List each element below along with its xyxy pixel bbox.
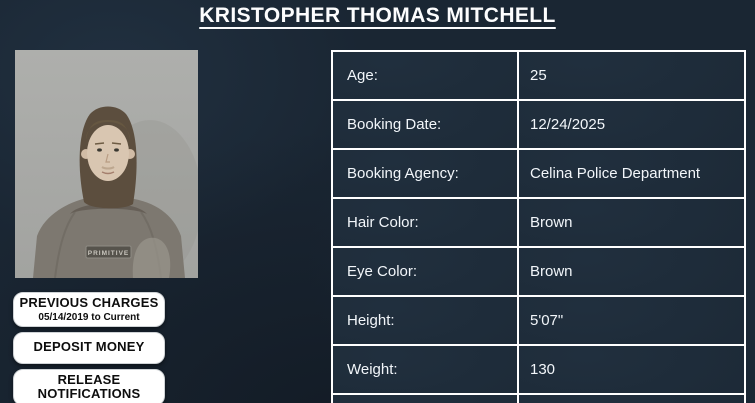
mugshot-photo: PRIMITIVE (15, 50, 198, 278)
mustache (101, 166, 115, 170)
inmate-name-title: KRISTOPHER THOMAS MITCHELL (199, 4, 556, 27)
deposit-money-label: DEPOSIT MONEY (33, 339, 145, 355)
detail-value-booking-date: 12/24/2025 (519, 101, 744, 148)
previous-charges-label: PREVIOUS CHARGES (19, 295, 159, 310)
detail-label-weight: Weight: (333, 346, 517, 393)
details-table: Age: 25 Booking Date: 12/24/2025 Booking… (331, 50, 746, 403)
release-notifications-label: RELEASE NOTIFICATIONS (37, 371, 141, 402)
detail-value-hair-color: Brown (519, 199, 744, 246)
detail-label-age: Age: (333, 52, 517, 99)
eyebrows (94, 142, 122, 145)
detail-value-age: 25 (519, 52, 744, 99)
shirt-label-box (85, 245, 132, 259)
action-buttons: PREVIOUS CHARGES 05/14/2019 to Current D… (13, 292, 165, 403)
detail-value-eye-color: Brown (519, 248, 744, 295)
detail-value-booking-agency: Celina Police Department (519, 150, 744, 197)
detail-label-booking-agency: Booking Agency: (333, 150, 517, 197)
previous-charges-button[interactable]: PREVIOUS CHARGES 05/14/2019 to Current (13, 292, 165, 327)
detail-label-hair-color: Hair Color: (333, 199, 517, 246)
mouth (101, 171, 115, 175)
detail-value-next (519, 395, 744, 403)
nose (105, 153, 110, 163)
face (87, 125, 129, 181)
eye-left (97, 148, 102, 152)
detail-value-weight: 130 (519, 346, 744, 393)
detail-label-next (333, 395, 517, 403)
detail-value-height: 5'07" (519, 297, 744, 344)
eye-right (114, 148, 119, 152)
previous-charges-daterange: 05/14/2019 to Current (38, 311, 140, 323)
detail-label-eye-color: Eye Color: (333, 248, 517, 295)
release-notifications-button[interactable]: RELEASE NOTIFICATIONS (13, 368, 165, 403)
deposit-money-button[interactable]: DEPOSIT MONEY (13, 331, 165, 364)
shirt-label-text: PRIMITIVE (88, 250, 130, 257)
hoodie-print (132, 237, 171, 278)
detail-label-height: Height: (333, 297, 517, 344)
detail-label-booking-date: Booking Date: (333, 101, 517, 148)
